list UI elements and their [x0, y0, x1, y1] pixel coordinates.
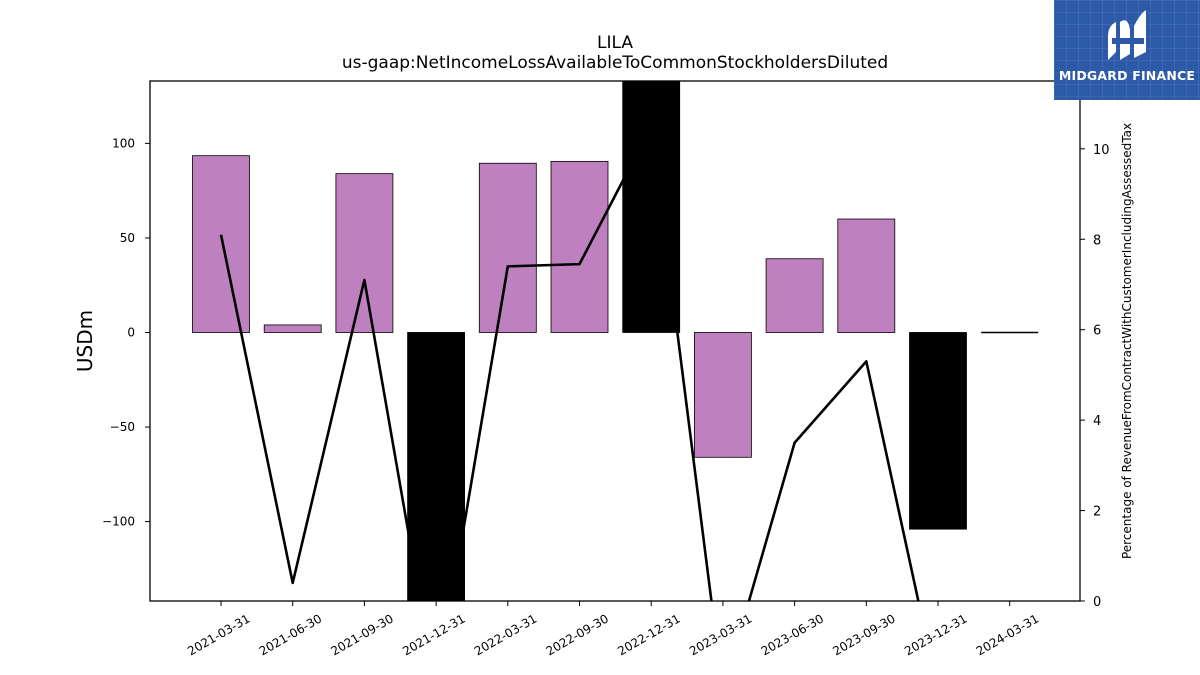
- x-tick-label: 2021-03-31: [185, 611, 252, 658]
- y-tick-label: 50: [120, 231, 135, 245]
- bar-2023-03-31: [694, 332, 752, 458]
- plot-frame: [149, 80, 1081, 602]
- bar-2021-03-31: [192, 155, 250, 333]
- bar-2021-12-31: [407, 332, 466, 601]
- midgard-finance-logo: MIDGARD FINANCE: [1054, 0, 1200, 100]
- x-tick-label: 2022-09-30: [544, 611, 611, 658]
- percentage-line: [219, 124, 920, 601]
- x-tick-label: 2024-03-31: [974, 611, 1041, 658]
- y-tick-label: 0: [127, 325, 135, 339]
- x-tick-label: 2021-09-30: [328, 611, 395, 658]
- bar-2021-06-30: [263, 324, 322, 333]
- y2-tick-label: 6: [1093, 324, 1101, 339]
- bar-2021-09-30: [335, 173, 394, 333]
- bar-2022-12-31: [622, 81, 681, 333]
- x-tick-label: 2021-12-31: [400, 611, 467, 658]
- logo-text: MIDGARD FINANCE: [1058, 68, 1196, 83]
- y2-tick-label: 0: [1093, 595, 1101, 610]
- y2-tick-label: 4: [1093, 414, 1101, 429]
- y-tick-label: 100: [112, 136, 135, 150]
- x-tick-label: 2023-12-31: [902, 611, 969, 658]
- chart-subtitle: us-gaap:NetIncomeLossAvailableToCommonSt…: [342, 53, 888, 73]
- x-tick-label: 2022-03-31: [472, 611, 539, 658]
- x-tick-label: 2023-06-30: [759, 611, 826, 658]
- midgard-logo-icon: [1108, 10, 1146, 60]
- bar-2022-09-30: [550, 160, 609, 333]
- chart-title: LILA: [597, 33, 633, 53]
- bar-2023-06-30: [765, 258, 824, 333]
- x-tick-label: 2021-06-30: [257, 611, 324, 658]
- x-tick-label: 2023-03-31: [687, 611, 754, 658]
- y-tick-label: −100: [102, 515, 135, 529]
- x-tick-label: 2023-09-30: [830, 611, 897, 658]
- y-axis-label: USDm: [73, 310, 97, 372]
- x-tick-label: 2022-12-31: [615, 611, 682, 658]
- bar-2023-09-30: [837, 218, 896, 333]
- bar-2023-12-31: [909, 332, 967, 530]
- y2-tick-label: 8: [1093, 233, 1101, 248]
- y2-tick-label: 2: [1093, 505, 1101, 520]
- y-tick-label: −50: [110, 420, 135, 434]
- y2-axis-label: Percentage of RevenueFromContractWithCus…: [1120, 123, 1134, 559]
- bar-2022-03-31: [478, 162, 537, 333]
- y2-tick-label: 10: [1093, 143, 1110, 158]
